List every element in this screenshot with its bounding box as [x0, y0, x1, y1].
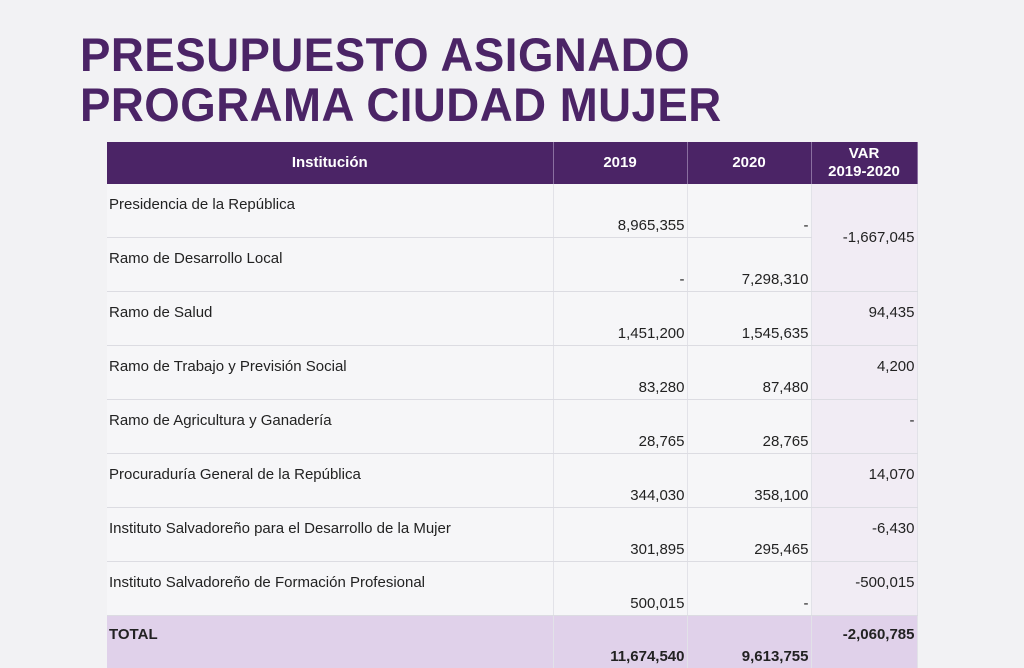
value-2020: 7,298,310	[687, 238, 811, 292]
table-row: Ramo de Trabajo y Previsión Social 83,28…	[107, 346, 917, 400]
header-2019: 2019	[553, 142, 687, 184]
total-var: -2,060,785	[811, 616, 917, 668]
value-2019: 301,895	[553, 508, 687, 562]
value-2019: 344,030	[553, 454, 687, 508]
table-row: Ramo de Desarrollo Local - 7,298,310	[107, 238, 917, 292]
total-2019: 11,674,540	[553, 616, 687, 668]
header-2020: 2020	[687, 142, 811, 184]
institution-name: Presidencia de la República	[107, 184, 553, 238]
value-2019: -	[553, 238, 687, 292]
institution-name: Ramo de Desarrollo Local	[107, 238, 553, 292]
value-2019: 28,765	[553, 400, 687, 454]
header-var-line1: VAR	[812, 145, 917, 163]
value-2020: -	[687, 184, 811, 238]
value-2020: 87,480	[687, 346, 811, 400]
value-2020: 358,100	[687, 454, 811, 508]
value-var: -1,667,045	[811, 184, 917, 292]
value-var: -500,015	[811, 562, 917, 616]
institution-name: Procuraduría General de la República	[107, 454, 553, 508]
value-2020: 295,465	[687, 508, 811, 562]
header-institution: Institución	[107, 142, 553, 184]
value-2019: 83,280	[553, 346, 687, 400]
title-line-1: PRESUPUESTO ASIGNADO	[80, 30, 722, 80]
value-2019: 500,015	[553, 562, 687, 616]
table-row: Procuraduría General de la República 344…	[107, 454, 917, 508]
table-row: Instituto Salvadoreño de Formación Profe…	[107, 562, 917, 616]
institution-name: Ramo de Trabajo y Previsión Social	[107, 346, 553, 400]
title-line-2: PROGRAMA CIUDAD MUJER	[80, 80, 722, 130]
value-2019: 1,451,200	[553, 292, 687, 346]
value-2020: -	[687, 562, 811, 616]
value-var: 4,200	[811, 346, 917, 400]
value-2019: 8,965,355	[553, 184, 687, 238]
institution-name: Instituto Salvadoreño de Formación Profe…	[107, 562, 553, 616]
value-var: -	[811, 400, 917, 454]
table-row: Ramo de Agricultura y Ganadería 28,765 2…	[107, 400, 917, 454]
slide-title: PRESUPUESTO ASIGNADO PROGRAMA CIUDAD MUJ…	[80, 30, 722, 130]
table-row: Instituto Salvadoreño para el Desarrollo…	[107, 508, 917, 562]
table-row: Presidencia de la República 8,965,355 - …	[107, 184, 917, 238]
table-row: Ramo de Salud 1,451,200 1,545,635 94,435	[107, 292, 917, 346]
value-var: 94,435	[811, 292, 917, 346]
institution-name: Ramo de Salud	[107, 292, 553, 346]
institution-name: Instituto Salvadoreño para el Desarrollo…	[107, 508, 553, 562]
total-label: TOTAL	[107, 616, 553, 668]
institution-name: Ramo de Agricultura y Ganadería	[107, 400, 553, 454]
value-2020: 28,765	[687, 400, 811, 454]
value-var: 14,070	[811, 454, 917, 508]
total-row: TOTAL 11,674,540 9,613,755 -2,060,785	[107, 616, 917, 668]
value-2020: 1,545,635	[687, 292, 811, 346]
total-2020: 9,613,755	[687, 616, 811, 668]
value-var: -6,430	[811, 508, 917, 562]
header-var-line2: 2019-2020	[812, 163, 917, 181]
